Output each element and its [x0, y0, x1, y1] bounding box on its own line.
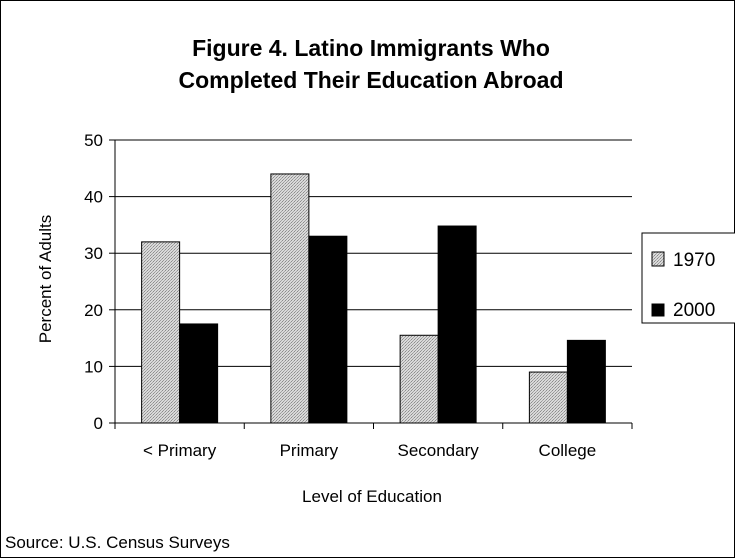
bar-1970-1 [270, 173, 310, 424]
bar-1970-2 [399, 334, 439, 424]
x-tick-labels: < Primary Primary Secondary College [143, 441, 596, 460]
y-tick-label: 50 [84, 131, 103, 150]
bar-1970-0 [141, 241, 181, 424]
x-tick-label: College [539, 441, 597, 460]
bar-2000-1 [308, 235, 348, 424]
x-tick-label: < Primary [143, 441, 217, 460]
chart-title-line-1: Figure 4. Latino Immigrants Who [192, 35, 550, 61]
y-tick-label: 40 [84, 188, 103, 207]
source-note: Source: U.S. Census Surveys [5, 533, 230, 552]
y-tick-label: 0 [94, 414, 103, 433]
chart-title-line-2: Completed Their Education Abroad [178, 67, 563, 93]
legend: 1970 2000 [641, 232, 735, 324]
bar-2000-0 [179, 323, 219, 424]
bar-1970-3 [528, 371, 568, 424]
y-tick-labels: 0 10 20 30 40 50 [84, 131, 103, 433]
bars [141, 173, 606, 424]
legend-swatch-2000 [651, 303, 665, 317]
y-axis-label: Percent of Adults [36, 215, 55, 344]
bar-2000-3 [566, 339, 606, 424]
x-tick-label: Primary [280, 441, 339, 460]
y-tick-label: 10 [84, 357, 103, 376]
y-tick-label: 30 [84, 244, 103, 263]
legend-label-1970: 1970 [673, 250, 715, 271]
axes [114, 140, 633, 429]
x-axis-label: Level of Education [302, 487, 442, 506]
bar-2000-2 [437, 225, 477, 424]
x-tick-label: Secondary [397, 441, 479, 460]
legend-label-2000: 2000 [673, 300, 715, 321]
y-tick-label: 20 [84, 301, 103, 320]
legend-swatch-1970 [651, 251, 665, 267]
